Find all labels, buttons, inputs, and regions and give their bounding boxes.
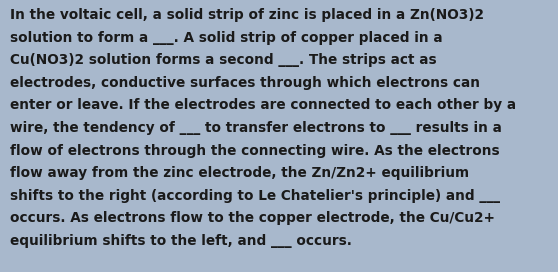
Text: equilibrium shifts to the left, and ___ occurs.: equilibrium shifts to the left, and ___ … xyxy=(10,234,352,248)
Text: wire, the tendency of ___ to transfer electrons to ___ results in a: wire, the tendency of ___ to transfer el… xyxy=(10,121,502,135)
Text: flow away from the zinc electrode, the Zn/Zn2+ equilibrium: flow away from the zinc electrode, the Z… xyxy=(10,166,469,180)
Text: enter or leave. If the electrodes are connected to each other by a: enter or leave. If the electrodes are co… xyxy=(10,98,516,112)
Text: flow of electrons through the connecting wire. As the electrons: flow of electrons through the connecting… xyxy=(10,144,499,157)
Text: In the voltaic cell, a solid strip of zinc is placed in a Zn(NO3)2: In the voltaic cell, a solid strip of zi… xyxy=(10,8,484,22)
Text: electrodes, conductive surfaces through which electrons can: electrodes, conductive surfaces through … xyxy=(10,76,480,90)
Text: Cu(NO3)2 solution forms a second ___. The strips act as: Cu(NO3)2 solution forms a second ___. Th… xyxy=(10,53,437,67)
Text: shifts to the right (according to Le Chatelier's principle) and ___: shifts to the right (according to Le Cha… xyxy=(10,189,500,203)
Text: occurs. As electrons flow to the copper electrode, the Cu/Cu2+: occurs. As electrons flow to the copper … xyxy=(10,211,495,225)
Text: solution to form a ___. A solid strip of copper placed in a: solution to form a ___. A solid strip of… xyxy=(10,31,442,45)
